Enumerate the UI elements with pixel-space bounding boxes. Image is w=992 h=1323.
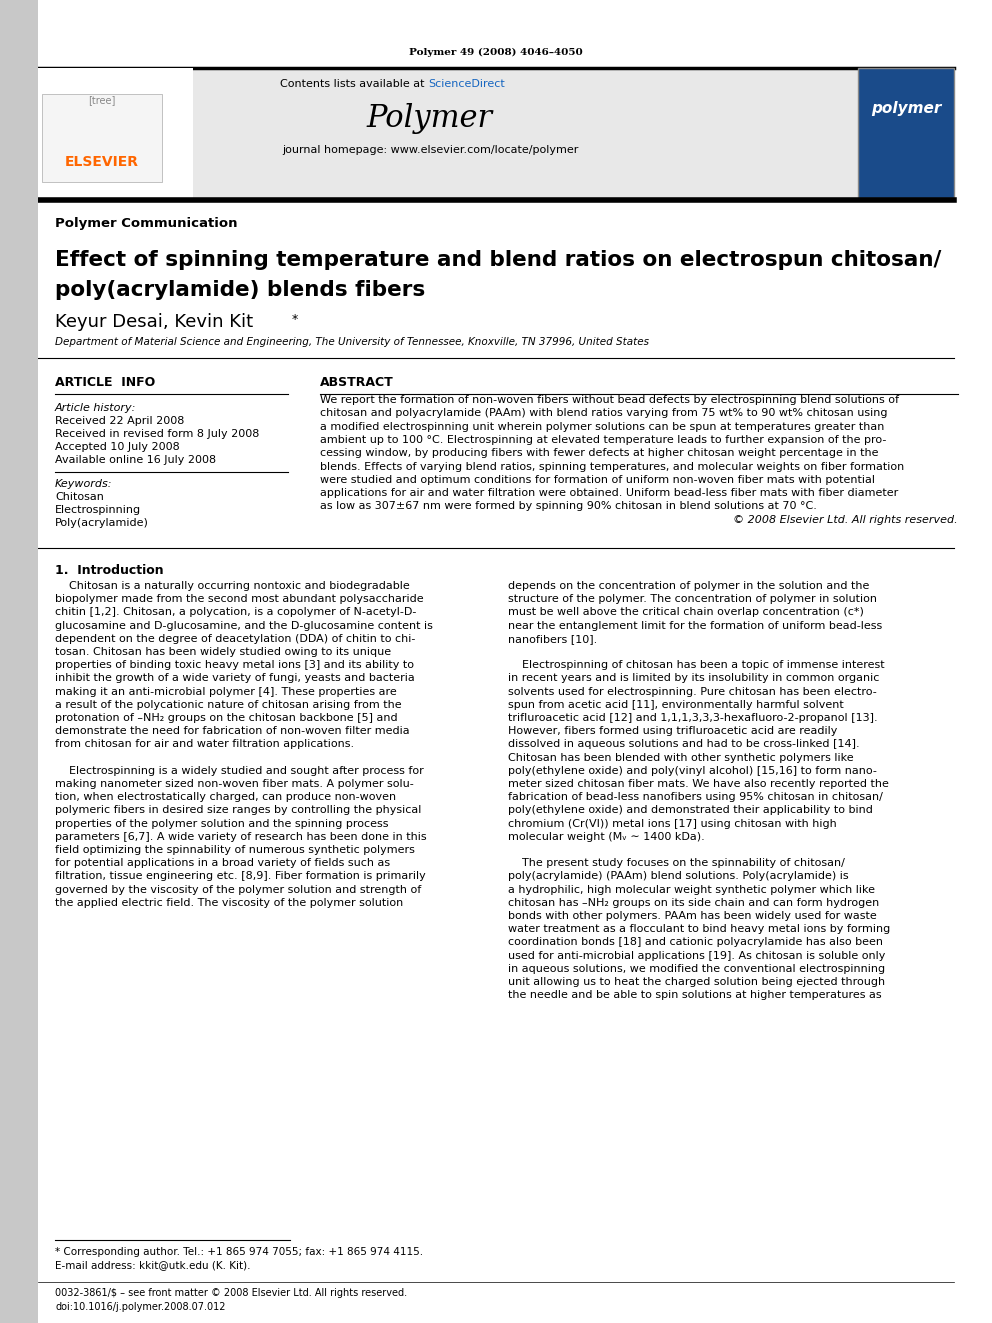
Text: nanofibers [10].: nanofibers [10]. — [508, 634, 597, 644]
Text: glucosamine and D-glucosamine, and the D-glucosamine content is: glucosamine and D-glucosamine, and the D… — [55, 620, 433, 631]
Text: near the entanglement limit for the formation of uniform bead-less: near the entanglement limit for the form… — [508, 620, 882, 631]
Text: unit allowing us to heat the charged solution being ejected through: unit allowing us to heat the charged sol… — [508, 976, 885, 987]
Text: chitosan and polyacrylamide (PAAm) with blend ratios varying from 75 wt% to 90 w: chitosan and polyacrylamide (PAAm) with … — [320, 409, 888, 418]
Text: polymeric fibers in desired size ranges by controlling the physical: polymeric fibers in desired size ranges … — [55, 806, 422, 815]
Text: E-mail address: kkit@utk.edu (K. Kit).: E-mail address: kkit@utk.edu (K. Kit). — [55, 1259, 251, 1270]
Text: Chitosan: Chitosan — [55, 492, 104, 501]
Text: demonstrate the need for fabrication of non-woven filter media: demonstrate the need for fabrication of … — [55, 726, 410, 736]
Text: * Corresponding author. Tel.: +1 865 974 7055; fax: +1 865 974 4115.: * Corresponding author. Tel.: +1 865 974… — [55, 1248, 424, 1257]
Text: solvents used for electrospinning. Pure chitosan has been electro-: solvents used for electrospinning. Pure … — [508, 687, 877, 697]
Text: the applied electric field. The viscosity of the polymer solution: the applied electric field. The viscosit… — [55, 898, 404, 908]
Text: making nanometer sized non-woven fiber mats. A polymer solu-: making nanometer sized non-woven fiber m… — [55, 779, 414, 789]
Text: a modified electrospinning unit wherein polymer solutions can be spun at tempera: a modified electrospinning unit wherein … — [320, 422, 885, 431]
Text: cessing window, by producing fibers with fewer defects at higher chitosan weight: cessing window, by producing fibers with… — [320, 448, 879, 458]
Text: structure of the polymer. The concentration of polymer in solution: structure of the polymer. The concentrat… — [508, 594, 877, 605]
Text: Chitosan is a naturally occurring nontoxic and biodegradable: Chitosan is a naturally occurring nontox… — [55, 581, 410, 591]
Text: Accepted 10 July 2008: Accepted 10 July 2008 — [55, 442, 180, 452]
Text: filtration, tissue engineering etc. [8,9]. Fiber formation is primarily: filtration, tissue engineering etc. [8,9… — [55, 872, 426, 881]
Text: trifluroacetic acid [12] and 1,1,1,3,3,3-hexafluoro-2-propanol [13].: trifluroacetic acid [12] and 1,1,1,3,3,3… — [508, 713, 878, 722]
Bar — [42, 94, 162, 183]
Text: from chitosan for air and water filtration applications.: from chitosan for air and water filtrati… — [55, 740, 354, 749]
Text: poly(ethylene oxide) and demonstrated their applicability to bind: poly(ethylene oxide) and demonstrated th… — [508, 806, 873, 815]
Text: ambient up to 100 °C. Electrospinning at elevated temperature leads to further e: ambient up to 100 °C. Electrospinning at… — [320, 435, 887, 445]
Text: [tree]: [tree] — [88, 95, 116, 105]
Text: Effect of spinning temperature and blend ratios on electrospun chitosan/: Effect of spinning temperature and blend… — [55, 250, 941, 270]
Text: the needle and be able to spin solutions at higher temperatures as: the needle and be able to spin solutions… — [508, 990, 882, 1000]
Text: Received 22 April 2008: Received 22 April 2008 — [55, 415, 185, 426]
Text: 0032-3861/$ – see front matter © 2008 Elsevier Ltd. All rights reserved.: 0032-3861/$ – see front matter © 2008 El… — [55, 1289, 407, 1298]
Bar — [38, 67, 193, 198]
Text: Electrospinning: Electrospinning — [55, 505, 141, 515]
Text: poly(acrylamide) (PAAm) blend solutions. Poly(acrylamide) is: poly(acrylamide) (PAAm) blend solutions.… — [508, 872, 848, 881]
Text: doi:10.1016/j.polymer.2008.07.012: doi:10.1016/j.polymer.2008.07.012 — [55, 1302, 225, 1312]
Text: ELSEVIER: ELSEVIER — [65, 155, 139, 169]
Text: Chitosan has been blended with other synthetic polymers like: Chitosan has been blended with other syn… — [508, 753, 854, 762]
Text: The present study focuses on the spinnability of chitosan/: The present study focuses on the spinnab… — [508, 859, 845, 868]
Text: properties of binding toxic heavy metal ions [3] and its ability to: properties of binding toxic heavy metal … — [55, 660, 414, 671]
Text: poly(acrylamide) blends fibers: poly(acrylamide) blends fibers — [55, 280, 426, 300]
Text: Polymer Communication: Polymer Communication — [55, 217, 237, 230]
Text: field optimizing the spinnability of numerous synthetic polymers: field optimizing the spinnability of num… — [55, 845, 415, 855]
Text: We report the formation of non-woven fibers without bead defects by electrospinn: We report the formation of non-woven fib… — [320, 396, 899, 405]
Text: Article history:: Article history: — [55, 404, 136, 413]
Text: ABSTRACT: ABSTRACT — [320, 376, 394, 389]
Text: 1.  Introduction: 1. Introduction — [55, 564, 164, 577]
Text: governed by the viscosity of the polymer solution and strength of: governed by the viscosity of the polymer… — [55, 885, 422, 894]
Text: must be well above the critical chain overlap concentration (c*): must be well above the critical chain ov… — [508, 607, 864, 618]
Text: Available online 16 July 2008: Available online 16 July 2008 — [55, 455, 216, 464]
Text: a result of the polycationic nature of chitosan arising from the: a result of the polycationic nature of c… — [55, 700, 402, 710]
Text: blends. Effects of varying blend ratios, spinning temperatures, and molecular we: blends. Effects of varying blend ratios,… — [320, 462, 905, 471]
Text: journal homepage: www.elsevier.com/locate/polymer: journal homepage: www.elsevier.com/locat… — [282, 146, 578, 155]
Text: Department of Material Science and Engineering, The University of Tennessee, Kno: Department of Material Science and Engin… — [55, 337, 649, 347]
Text: Keywords:: Keywords: — [55, 479, 112, 490]
Text: Electrospinning is a widely studied and sought after process for: Electrospinning is a widely studied and … — [55, 766, 424, 775]
Text: Electrospinning of chitosan has been a topic of immense interest: Electrospinning of chitosan has been a t… — [508, 660, 885, 671]
Text: making it an anti-microbial polymer [4]. These properties are: making it an anti-microbial polymer [4].… — [55, 687, 397, 697]
Text: inhibit the growth of a wide variety of fungi, yeasts and bacteria: inhibit the growth of a wide variety of … — [55, 673, 415, 684]
Text: biopolymer made from the second most abundant polysaccharide: biopolymer made from the second most abu… — [55, 594, 424, 605]
Text: depends on the concentration of polymer in the solution and the: depends on the concentration of polymer … — [508, 581, 869, 591]
Text: *: * — [292, 314, 299, 327]
Text: dissolved in aqueous solutions and had to be cross-linked [14].: dissolved in aqueous solutions and had t… — [508, 740, 860, 749]
Bar — [858, 67, 954, 198]
Text: in aqueous solutions, we modified the conventional electrospinning: in aqueous solutions, we modified the co… — [508, 963, 885, 974]
Text: spun from acetic acid [11], environmentally harmful solvent: spun from acetic acid [11], environmenta… — [508, 700, 844, 710]
Text: poly(ethylene oxide) and poly(vinyl alcohol) [15,16] to form nano-: poly(ethylene oxide) and poly(vinyl alco… — [508, 766, 877, 775]
Bar — [38, 67, 858, 198]
Text: used for anti-microbial applications [19]. As chitosan is soluble only: used for anti-microbial applications [19… — [508, 951, 886, 960]
Text: properties of the polymer solution and the spinning process: properties of the polymer solution and t… — [55, 819, 389, 828]
Text: a hydrophilic, high molecular weight synthetic polymer which like: a hydrophilic, high molecular weight syn… — [508, 885, 875, 894]
Text: water treatment as a flocculant to bind heavy metal ions by forming: water treatment as a flocculant to bind … — [508, 925, 890, 934]
Text: meter sized chitosan fiber mats. We have also recently reported the: meter sized chitosan fiber mats. We have… — [508, 779, 889, 789]
Text: parameters [6,7]. A wide variety of research has been done in this: parameters [6,7]. A wide variety of rese… — [55, 832, 427, 841]
Text: Poly(acrylamide): Poly(acrylamide) — [55, 519, 149, 528]
Text: tosan. Chitosan has been widely studied owing to its unique: tosan. Chitosan has been widely studied … — [55, 647, 391, 658]
Text: Polymer: Polymer — [367, 102, 493, 134]
Text: dependent on the degree of deacetylation (DDA) of chitin to chi-: dependent on the degree of deacetylation… — [55, 634, 416, 644]
Text: tion, when electrostatically charged, can produce non-woven: tion, when electrostatically charged, ca… — [55, 792, 396, 802]
Text: © 2008 Elsevier Ltd. All rights reserved.: © 2008 Elsevier Ltd. All rights reserved… — [733, 515, 958, 525]
Text: chitin [1,2]. Chitosan, a polycation, is a copolymer of N-acetyl-D-: chitin [1,2]. Chitosan, a polycation, is… — [55, 607, 417, 618]
Text: fabrication of bead-less nanofibers using 95% chitosan in chitosan/: fabrication of bead-less nanofibers usin… — [508, 792, 883, 802]
Text: for potential applications in a broad variety of fields such as: for potential applications in a broad va… — [55, 859, 390, 868]
Text: as low as 307±67 nm were formed by spinning 90% chitosan in blend solutions at 7: as low as 307±67 nm were formed by spinn… — [320, 501, 816, 512]
Text: polymer: polymer — [871, 101, 941, 115]
Text: However, fibers formed using trifluroacetic acid are readily: However, fibers formed using trifluroace… — [508, 726, 837, 736]
Text: molecular weight (Mᵥ ∼ 1400 kDa).: molecular weight (Mᵥ ∼ 1400 kDa). — [508, 832, 704, 841]
Text: applications for air and water filtration were obtained. Uniform bead-less fiber: applications for air and water filtratio… — [320, 488, 898, 497]
Text: Received in revised form 8 July 2008: Received in revised form 8 July 2008 — [55, 429, 259, 439]
Text: bonds with other polymers. PAAm has been widely used for waste: bonds with other polymers. PAAm has been… — [508, 912, 877, 921]
Text: Contents lists available at: Contents lists available at — [280, 79, 428, 89]
Text: coordination bonds [18] and cationic polyacrylamide has also been: coordination bonds [18] and cationic pol… — [508, 938, 883, 947]
Text: ScienceDirect: ScienceDirect — [428, 79, 505, 89]
Bar — [0, 0, 38, 1323]
Text: chromium (Cr(VI)) metal ions [17] using chitosan with high: chromium (Cr(VI)) metal ions [17] using … — [508, 819, 836, 828]
Text: in recent years and is limited by its insolubility in common organic: in recent years and is limited by its in… — [508, 673, 879, 684]
Text: protonation of –NH₂ groups on the chitosan backbone [5] and: protonation of –NH₂ groups on the chitos… — [55, 713, 398, 722]
Text: chitosan has –NH₂ groups on its side chain and can form hydrogen: chitosan has –NH₂ groups on its side cha… — [508, 898, 879, 908]
Text: ARTICLE  INFO: ARTICLE INFO — [55, 376, 156, 389]
Text: Polymer 49 (2008) 4046–4050: Polymer 49 (2008) 4046–4050 — [409, 48, 583, 57]
Text: were studied and optimum conditions for formation of uniform non-woven fiber mat: were studied and optimum conditions for … — [320, 475, 875, 484]
Text: Keyur Desai, Kevin Kit: Keyur Desai, Kevin Kit — [55, 314, 253, 331]
